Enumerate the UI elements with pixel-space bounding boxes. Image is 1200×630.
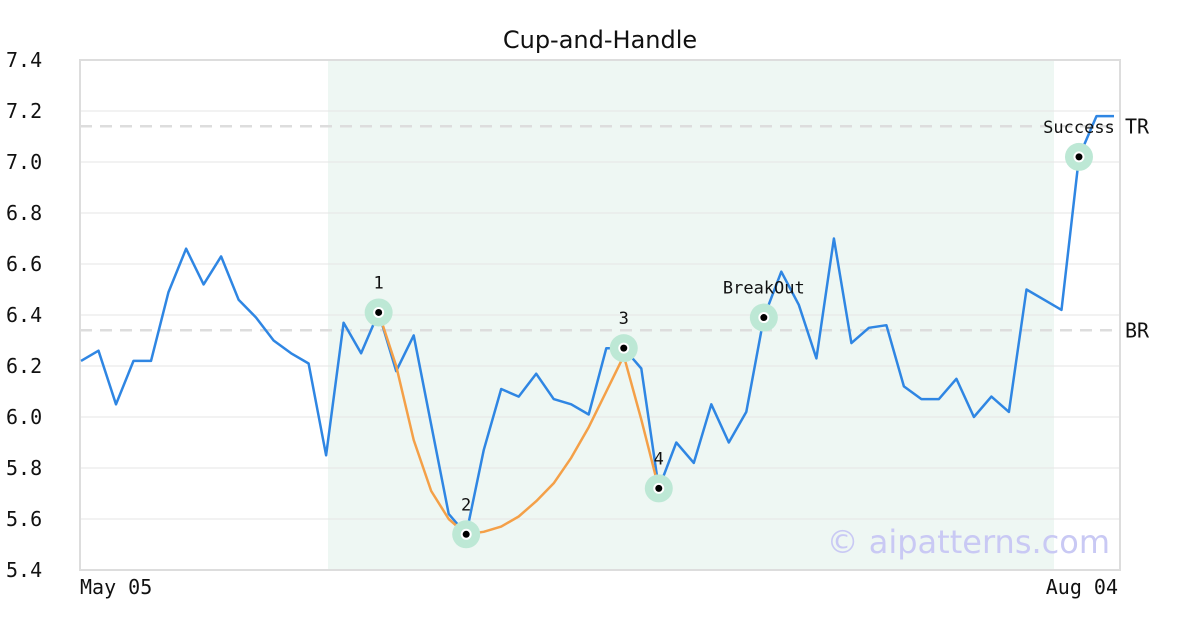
y-tick-label: 5.6 xyxy=(6,507,42,531)
key-point-label: Success xyxy=(1043,118,1115,138)
reference-line-label: TR xyxy=(1125,114,1150,138)
plot-frame xyxy=(79,59,1121,571)
y-tick-label: 6.8 xyxy=(6,201,42,225)
key-points: 1 2 3 4 BreakOut Success xyxy=(364,118,1115,549)
y-tick-label: 5.4 xyxy=(6,558,42,582)
key-point-marker xyxy=(375,308,383,316)
key-point-label: 2 xyxy=(461,495,471,515)
y-tick-label: 6.4 xyxy=(6,303,42,327)
y-tick-label: 7.2 xyxy=(6,99,42,123)
price-series-line xyxy=(80,114,1114,536)
watermark-text: © aipatterns.com xyxy=(827,523,1110,561)
key-point-label: 3 xyxy=(619,309,629,329)
y-axis-ticks: 5.4 5.6 5.8 6.0 6.2 6.4 6.6 6.8 7.0 7.2 7.4 xyxy=(6,48,42,582)
reference-lines: TR BR xyxy=(80,114,1150,342)
key-point-marker xyxy=(760,314,768,322)
key-point-marker xyxy=(655,484,663,492)
cup-handle-fit-line xyxy=(377,312,661,536)
chart-title: Cup-and-Handle xyxy=(503,26,697,54)
y-tick-label: 7.0 xyxy=(6,150,42,174)
key-point-marker xyxy=(620,344,628,352)
reference-line-label: BR xyxy=(1125,318,1150,342)
x-axis-ticks: May 05 Aug 04 xyxy=(80,575,1118,599)
y-tick-label: 5.8 xyxy=(6,456,42,480)
y-tick-label: 6.6 xyxy=(6,252,42,276)
key-point-marker xyxy=(462,530,470,538)
y-tick-label: 7.4 xyxy=(6,48,42,72)
key-point-marker xyxy=(1075,153,1083,161)
x-tick-label: May 05 xyxy=(80,575,152,599)
y-tick-label: 6.2 xyxy=(6,354,42,378)
key-point-label: 4 xyxy=(654,449,664,469)
x-tick-label: Aug 04 xyxy=(1046,575,1118,599)
y-tick-label: 6.0 xyxy=(6,405,42,429)
key-point-label: BreakOut xyxy=(723,279,805,299)
key-point-label: 1 xyxy=(374,273,384,293)
